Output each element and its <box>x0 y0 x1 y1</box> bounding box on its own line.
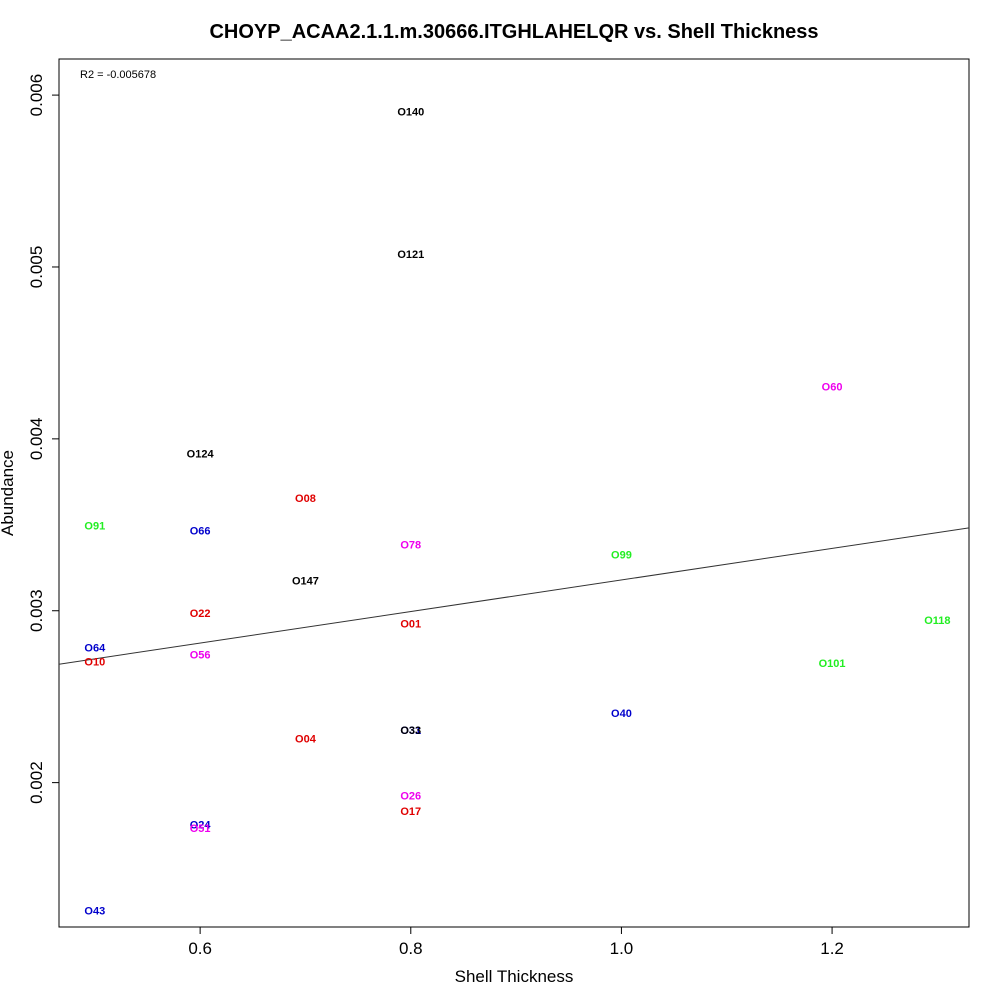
point-label: O40 <box>611 708 632 720</box>
point-label: O31 <box>400 725 421 737</box>
point-label: O56 <box>190 649 211 661</box>
point-label: O140 <box>397 106 424 118</box>
point-label: O22 <box>190 608 211 620</box>
x-axis: 0.6 0.8 1.0 1.2 <box>188 926 844 958</box>
point-label: O01 <box>400 618 421 630</box>
y-tick-label: 0.005 <box>27 246 46 289</box>
x-tick-label: 0.8 <box>399 939 423 958</box>
plot-area-frame <box>58 58 970 928</box>
point-label: O147 <box>292 576 319 588</box>
point-label: O08 <box>295 493 316 505</box>
point-label: O17 <box>400 806 421 818</box>
point-label: O66 <box>190 526 211 538</box>
y-tick-label: 0.004 <box>27 418 46 461</box>
x-tick-label: 1.2 <box>820 939 844 958</box>
point-label: O118 <box>924 615 950 627</box>
point-label: O26 <box>400 790 421 802</box>
y-axis: 0.002 0.003 0.004 0.005 0.006 <box>27 74 60 804</box>
point-label: O51 <box>190 823 211 835</box>
point-label: O101 <box>819 658 846 670</box>
point-label: O10 <box>84 656 105 668</box>
point-labels: O140 O121 O60 O124 O08 O91 O66 O78 O99 O147 O22 O11… <box>84 106 950 917</box>
x-tick-label: 0.6 <box>188 939 212 958</box>
point-label: O99 <box>611 550 632 562</box>
point-label: O24 <box>190 820 212 832</box>
point-label: O33 <box>400 725 421 737</box>
point-label: O60 <box>822 381 843 393</box>
regression-line <box>58 527 970 665</box>
point-label: O43 <box>84 906 105 918</box>
r2-annotation: R2 = -0.005678 <box>80 69 156 81</box>
regression-line-group <box>58 527 970 665</box>
point-label: O91 <box>84 521 105 533</box>
y-tick-label: 0.003 <box>27 589 46 632</box>
x-axis-title: Shell Thickness <box>455 967 574 986</box>
point-label: O04 <box>295 734 317 746</box>
point-label: O78 <box>400 539 421 551</box>
point-label: O64 <box>84 643 106 655</box>
x-tick-label: 1.0 <box>610 939 634 958</box>
y-tick-label: 0.002 <box>27 761 46 804</box>
y-axis-title: Abundance <box>0 450 17 536</box>
chart-title: CHOYP_ACAA2.1.1.m.30666.ITGHLAHELQR vs. … <box>209 21 818 43</box>
point-label: O124 <box>187 448 215 460</box>
point-label: O121 <box>397 249 424 261</box>
y-tick-label: 0.006 <box>27 74 46 117</box>
